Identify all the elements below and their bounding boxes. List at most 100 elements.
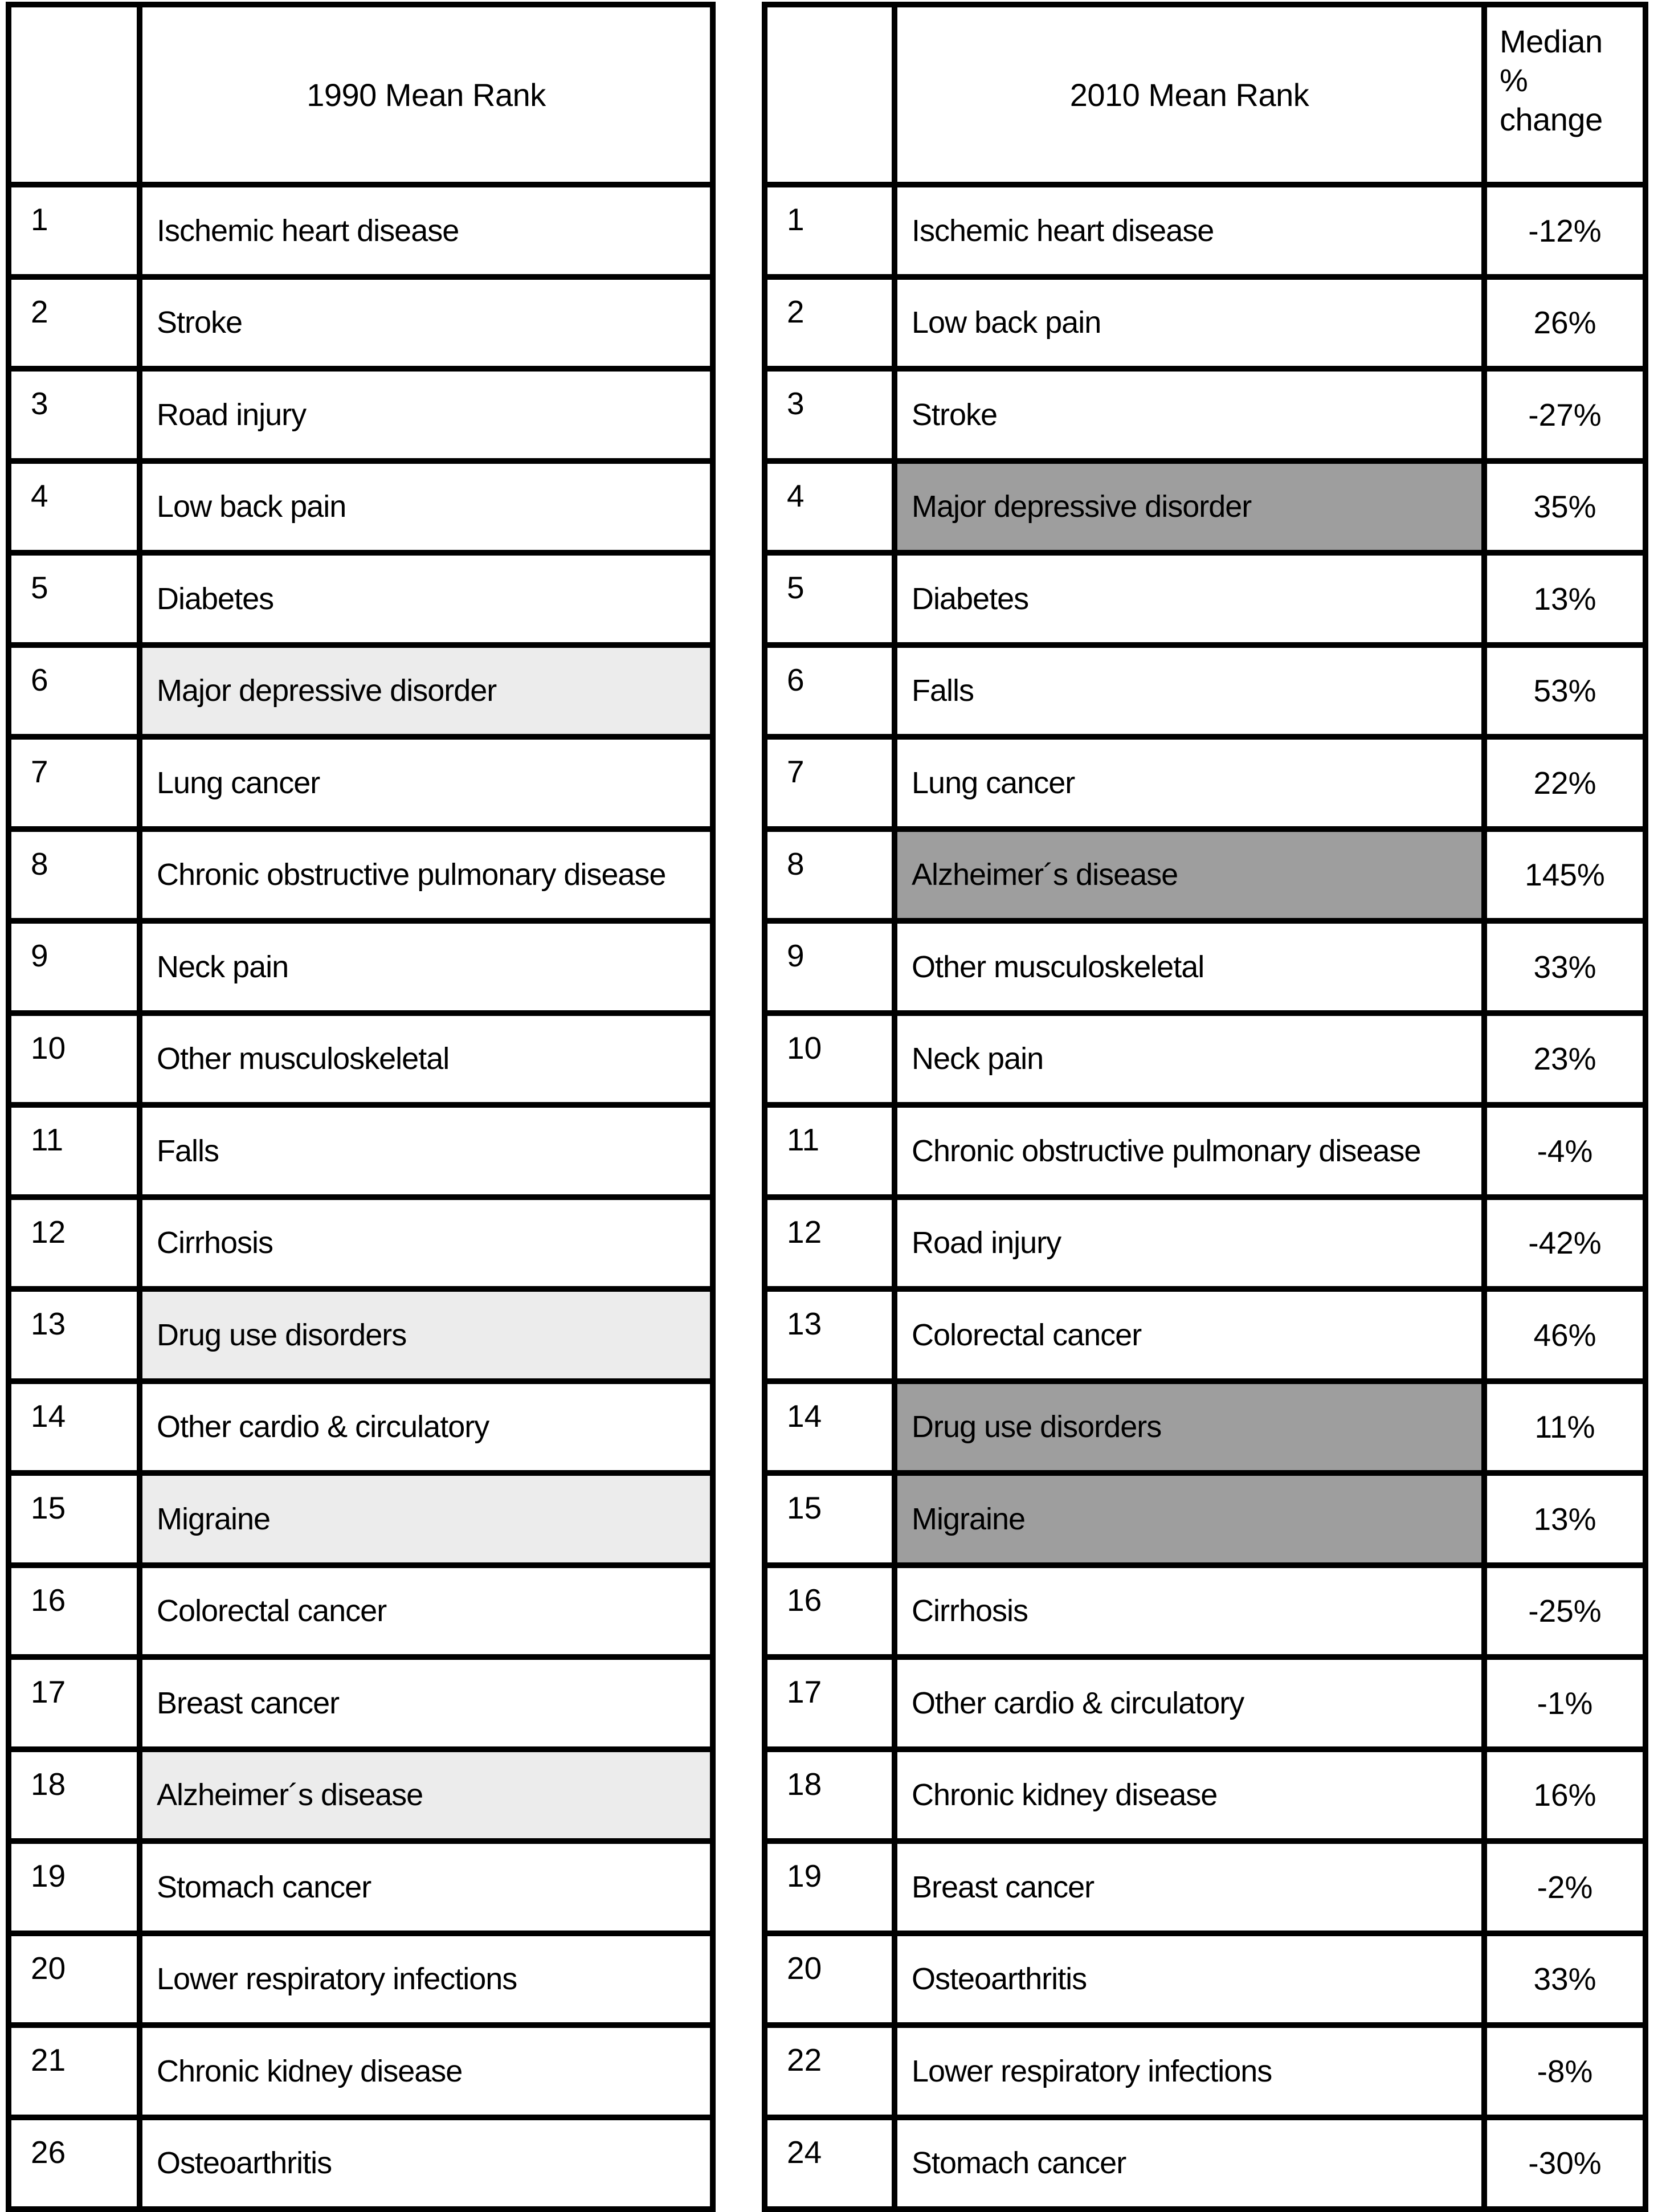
table-row: 8 Alzheimer´s disease 145% bbox=[762, 826, 1648, 924]
cause-cell: Chronic kidney disease bbox=[137, 2022, 716, 2120]
rank-cell: 12 bbox=[762, 1194, 897, 1292]
median-change-cell: -1% bbox=[1481, 1654, 1648, 1752]
table-row: 14 Drug use disorders 11% bbox=[762, 1378, 1648, 1476]
cause-cell: Breast cancer bbox=[892, 1838, 1487, 1936]
table-row: 4 Major depressive disorder 35% bbox=[762, 458, 1648, 556]
rank-cell: 17 bbox=[6, 1654, 142, 1752]
median-change-cell: 13% bbox=[1481, 550, 1648, 648]
table-row: 3 Road injury bbox=[6, 366, 716, 464]
rank-cell: 7 bbox=[6, 734, 142, 832]
cause-cell: Other cardio & circulatory bbox=[137, 1378, 716, 1476]
table-row: 11 Falls bbox=[6, 1102, 716, 1200]
rank-cell: 20 bbox=[762, 1930, 897, 2028]
table-row: 14 Other cardio & circulatory bbox=[6, 1378, 716, 1476]
cause-cell: Lung cancer bbox=[137, 734, 716, 832]
median-change-cell: -30% bbox=[1481, 2114, 1648, 2212]
rank-cell: 17 bbox=[762, 1654, 897, 1752]
median-change-cell: -25% bbox=[1481, 1562, 1648, 1660]
cause-cell: Road injury bbox=[137, 366, 716, 464]
table-row: 13 Colorectal cancer 46% bbox=[762, 1286, 1648, 1384]
median-change-cell: -12% bbox=[1481, 182, 1648, 280]
table-row: 21 Chronic kidney disease bbox=[6, 2022, 716, 2120]
median-change-cell: 13% bbox=[1481, 1470, 1648, 1568]
table-2010-title: 2010 Mean Rank bbox=[892, 2, 1487, 187]
cause-cell: Diabetes bbox=[892, 550, 1487, 648]
cause-cell: Migraine bbox=[137, 1470, 716, 1568]
median-change-cell: -2% bbox=[1481, 1838, 1648, 1936]
rank-cell: 21 bbox=[6, 2022, 142, 2120]
table-row: 22 Lower respiratory infections -8% bbox=[762, 2022, 1648, 2120]
cause-cell: Lower respiratory infections bbox=[137, 1930, 716, 2028]
rank-cell: 16 bbox=[6, 1562, 142, 1660]
rank-cell: 13 bbox=[762, 1286, 897, 1384]
table-row: 10 Other musculoskeletal bbox=[6, 1010, 716, 1108]
table-1990-mean-rank: 1990 Mean Rank 1 Ischemic heart disease 2 S… bbox=[6, 2, 716, 2212]
rank-cell: 19 bbox=[6, 1838, 142, 1936]
table-row: 3 Stroke -27% bbox=[762, 366, 1648, 464]
table-row: 17 Breast cancer bbox=[6, 1654, 716, 1752]
cause-cell: Neck pain bbox=[892, 1010, 1487, 1108]
cause-cell: Drug use disorders bbox=[892, 1378, 1487, 1476]
rank-cell: 24 bbox=[762, 2114, 897, 2212]
cause-cell: Road injury bbox=[892, 1194, 1487, 1292]
median-change-cell: -8% bbox=[1481, 2022, 1648, 2120]
rank-cell: 15 bbox=[762, 1470, 897, 1568]
table-row: 16 Colorectal cancer bbox=[6, 1562, 716, 1660]
rank-cell: 5 bbox=[6, 550, 142, 648]
median-change-cell: 26% bbox=[1481, 274, 1648, 372]
cause-cell: Stomach cancer bbox=[892, 2114, 1487, 2212]
table-row: 7 Lung cancer bbox=[6, 734, 716, 832]
median-change-cell: 23% bbox=[1481, 1010, 1648, 1108]
cause-cell: Diabetes bbox=[137, 550, 716, 648]
table-row: 19 Stomach cancer bbox=[6, 1838, 716, 1936]
header-row: 2010 Mean Rank Median % change bbox=[762, 2, 1648, 187]
median-change-cell: 145% bbox=[1481, 826, 1648, 924]
median-change-cell: 53% bbox=[1481, 642, 1648, 740]
rank-cell: 18 bbox=[762, 1746, 897, 1844]
rank-cell: 8 bbox=[762, 826, 897, 924]
table-row: 20 Lower respiratory infections bbox=[6, 1930, 716, 2028]
median-change-cell: -42% bbox=[1481, 1194, 1648, 1292]
table-1990-title: 1990 Mean Rank bbox=[137, 2, 716, 187]
rank-cell: 19 bbox=[762, 1838, 897, 1936]
table-row: 10 Neck pain 23% bbox=[762, 1010, 1648, 1108]
rank-cell: 14 bbox=[6, 1378, 142, 1476]
median-change-cell: 16% bbox=[1481, 1746, 1648, 1844]
rank-cell: 4 bbox=[762, 458, 897, 556]
cause-cell: Breast cancer bbox=[137, 1654, 716, 1752]
table-row: 1 Ischemic heart disease -12% bbox=[762, 182, 1648, 280]
median-change-cell: -4% bbox=[1481, 1102, 1648, 1200]
rank-cell: 13 bbox=[6, 1286, 142, 1384]
table-row: 24 Stomach cancer -30% bbox=[762, 2114, 1648, 2212]
cause-cell: Ischemic heart disease bbox=[137, 182, 716, 280]
header-row: 1990 Mean Rank bbox=[6, 2, 716, 187]
table-row: 2 Low back pain 26% bbox=[762, 274, 1648, 372]
table-row: 12 Cirrhosis bbox=[6, 1194, 716, 1292]
table-row: 15 Migraine 13% bbox=[762, 1470, 1648, 1568]
cause-cell: Lower respiratory infections bbox=[892, 2022, 1487, 2120]
rank-cell: 10 bbox=[762, 1010, 897, 1108]
cause-cell: Cirrhosis bbox=[137, 1194, 716, 1292]
rank-cell: 4 bbox=[6, 458, 142, 556]
rank-cell: 6 bbox=[6, 642, 142, 740]
table-row: 18 Alzheimer´s disease bbox=[6, 1746, 716, 1844]
table-row: 17 Other cardio & circulatory -1% bbox=[762, 1654, 1648, 1752]
cause-cell: Colorectal cancer bbox=[892, 1286, 1487, 1384]
cause-cell: Other cardio & circulatory bbox=[892, 1654, 1487, 1752]
table-row: 8 Chronic obstructive pulmonary disease bbox=[6, 826, 716, 924]
cause-cell: Major depressive disorder bbox=[137, 642, 716, 740]
table-row: 19 Breast cancer -2% bbox=[762, 1838, 1648, 1936]
median-change-cell: 22% bbox=[1481, 734, 1648, 832]
rank-cell: 5 bbox=[762, 550, 897, 648]
rank-cell: 8 bbox=[6, 826, 142, 924]
table-row: 12 Road injury -42% bbox=[762, 1194, 1648, 1292]
rank-cell: 14 bbox=[762, 1378, 897, 1476]
table-row: 13 Drug use disorders bbox=[6, 1286, 716, 1384]
cause-cell: Chronic obstructive pulmonary disease bbox=[892, 1102, 1487, 1200]
table-row: 6 Falls 53% bbox=[762, 642, 1648, 740]
rank-cell: 9 bbox=[6, 918, 142, 1016]
cause-cell: Osteoarthritis bbox=[137, 2114, 716, 2212]
rank-cell: 3 bbox=[762, 366, 897, 464]
rank-cell: 20 bbox=[6, 1930, 142, 2028]
